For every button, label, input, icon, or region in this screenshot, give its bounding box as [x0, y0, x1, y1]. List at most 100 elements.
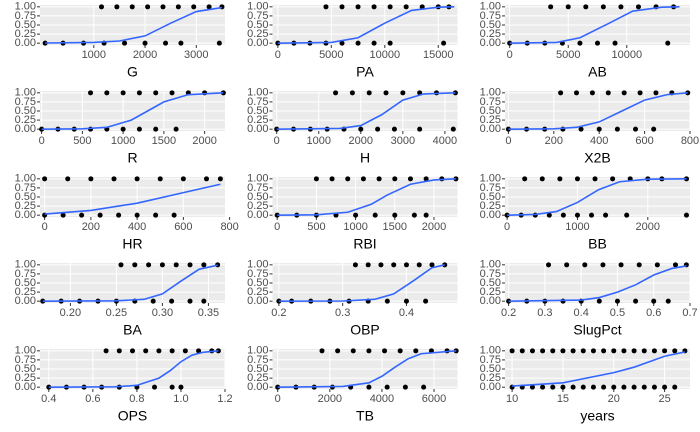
point	[384, 298, 390, 304]
y-tick-label: 0.00	[15, 381, 36, 393]
point	[637, 90, 643, 96]
point	[145, 4, 151, 10]
point	[157, 176, 163, 182]
y-tick-label: 0.25	[480, 114, 501, 126]
y-tick-label: 0.25	[247, 28, 268, 40]
y-tick-label: 0.00	[480, 37, 501, 49]
x-tick-label: 10000	[369, 49, 400, 61]
y-tick-label: 0.00	[247, 381, 268, 393]
x-tick-label: 0	[274, 135, 280, 147]
point	[178, 384, 184, 390]
point	[171, 212, 177, 218]
x-axis-label: TB	[356, 408, 374, 424]
point	[633, 298, 639, 304]
point	[88, 176, 94, 182]
point	[600, 262, 606, 268]
y-tick-label: 1.00	[247, 87, 268, 99]
point	[313, 176, 319, 182]
fit-line	[508, 265, 687, 302]
fit-line	[45, 6, 223, 44]
point	[429, 262, 435, 268]
point	[589, 212, 595, 218]
point	[590, 348, 596, 354]
x-tick-label: 5000	[556, 49, 580, 61]
point	[122, 40, 128, 46]
point	[358, 126, 364, 132]
point	[391, 126, 397, 132]
y-tick-label: 0.50	[480, 191, 501, 203]
point	[570, 348, 576, 354]
point	[142, 40, 148, 46]
x-tick-label: 4000	[433, 135, 457, 147]
point	[111, 176, 117, 182]
x-axis-label: PA	[356, 64, 374, 80]
y-tick-label: 1.00	[247, 259, 268, 271]
point	[641, 348, 647, 354]
x-tick-label: 1500	[152, 135, 176, 147]
point	[349, 90, 355, 96]
point	[450, 126, 456, 132]
point	[589, 90, 595, 96]
y-tick-label: 0.50	[247, 277, 268, 289]
x-tick-label: 0.2	[271, 307, 286, 319]
point	[550, 384, 556, 390]
point	[665, 298, 671, 304]
fit-line	[277, 350, 457, 388]
point	[88, 90, 94, 96]
x-tick-label: 0.2	[501, 307, 516, 319]
x-tick-label: 0	[42, 221, 48, 233]
point	[522, 176, 528, 182]
point	[560, 384, 566, 390]
x-tick-label: 0.7	[682, 307, 697, 319]
point	[633, 126, 639, 132]
point	[384, 384, 390, 390]
y-tick-label: 0.50	[480, 19, 501, 31]
x-tick-label: 0.20	[60, 307, 81, 319]
x-tick-label: 0.8	[129, 393, 144, 405]
y-tick-label: 1.00	[480, 173, 501, 185]
point	[375, 126, 381, 132]
point	[387, 4, 393, 10]
y-tick-label: 0.75	[247, 96, 268, 108]
point	[376, 176, 382, 182]
y-tick-label: 0.00	[480, 123, 501, 135]
point	[578, 126, 584, 132]
x-tick-label: 4000	[370, 393, 394, 405]
x-tick-label: 2000	[133, 49, 157, 61]
point	[173, 126, 179, 132]
point	[187, 262, 193, 268]
y-tick-label: 1.00	[480, 87, 501, 99]
point	[651, 298, 657, 304]
point	[333, 90, 339, 96]
point	[97, 212, 103, 218]
point	[407, 176, 413, 182]
point	[130, 348, 135, 354]
x-tick-label: 0	[504, 221, 510, 233]
point	[453, 176, 459, 182]
fit-line	[277, 6, 455, 44]
y-tick-label: 0.25	[480, 372, 501, 384]
point	[146, 262, 152, 268]
fit-line	[507, 178, 687, 216]
point	[662, 384, 668, 390]
point	[153, 212, 159, 218]
point	[580, 384, 586, 390]
x-tick-label: 3000	[391, 135, 415, 147]
point	[565, 4, 571, 10]
point	[651, 126, 657, 132]
point	[417, 126, 423, 132]
y-tick-label: 0.00	[480, 209, 501, 221]
point	[365, 262, 371, 268]
y-tick-label: 1.00	[15, 173, 36, 185]
y-tick-label: 1.00	[480, 345, 501, 357]
point	[191, 4, 197, 10]
point	[339, 40, 345, 46]
x-axis-label: AB	[588, 64, 607, 80]
point	[416, 262, 422, 268]
fit-line	[512, 351, 686, 387]
point	[323, 4, 329, 10]
y-tick-label: 1.00	[15, 1, 36, 13]
y-tick-label: 0.50	[480, 105, 501, 117]
point	[215, 348, 221, 354]
x-tick-label: 5000	[319, 49, 343, 61]
